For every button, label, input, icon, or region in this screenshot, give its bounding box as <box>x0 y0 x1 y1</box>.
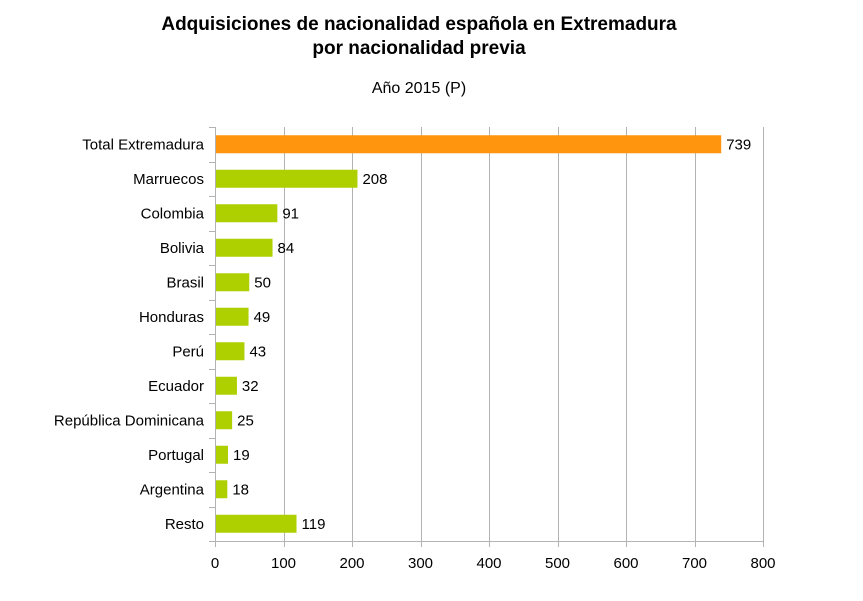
value-label: 119 <box>302 516 326 533</box>
value-label: 84 <box>278 240 295 257</box>
x-tick-label: 800 <box>750 555 775 572</box>
category-label: Resto <box>165 516 204 533</box>
category-label: Marruecos <box>133 171 204 188</box>
value-label: 25 <box>237 412 254 429</box>
value-label: 739 <box>726 136 751 153</box>
value-label: 208 <box>362 171 387 188</box>
x-tick-label: 0 <box>211 555 219 572</box>
category-label: Honduras <box>139 309 204 326</box>
x-tick-label: 100 <box>271 555 296 572</box>
value-label: 49 <box>254 309 271 326</box>
bar-11 <box>216 514 297 533</box>
category-label: Colombia <box>141 205 205 222</box>
category-label: República Dominicana <box>54 412 205 429</box>
category-label: Bolivia <box>160 240 205 257</box>
value-label: 18 <box>232 481 249 498</box>
labels: 0 100 200 300 400 500 600 700 800 Total Extremadu… <box>54 136 776 572</box>
value-label: 32 <box>242 378 259 395</box>
category-label: Perú <box>172 343 204 360</box>
bar-6 <box>216 342 245 361</box>
value-label: 19 <box>233 447 250 464</box>
category-label: Total Extremadura <box>82 136 204 153</box>
chart-subtitle: Año 2015 (P) <box>372 80 466 97</box>
x-tick-label: 200 <box>339 555 364 572</box>
x-tick-label: 300 <box>408 555 433 572</box>
x-tick-label: 400 <box>476 555 501 572</box>
grid-lines <box>209 127 764 547</box>
x-tick-label: 500 <box>545 555 570 572</box>
category-label: Argentina <box>140 481 205 498</box>
chart-title-line-1: Adquisiciones de nacionalidad española e… <box>161 14 677 35</box>
bar-4 <box>216 273 250 292</box>
chart-title-line-2: por nacionalidad previa <box>312 38 526 59</box>
x-tick-label: 700 <box>682 555 707 572</box>
x-tick-label: 600 <box>613 555 638 572</box>
bars <box>216 135 722 533</box>
bar-9 <box>216 445 229 464</box>
bar-0 <box>216 135 722 154</box>
value-label: 91 <box>282 205 299 222</box>
category-label: Portugal <box>148 447 204 464</box>
bar-1 <box>216 169 358 188</box>
bar-10 <box>216 480 228 499</box>
category-label: Ecuador <box>148 378 204 395</box>
value-label: 50 <box>254 274 271 291</box>
bar-7 <box>216 376 237 395</box>
bar-8 <box>216 411 233 430</box>
bar-3 <box>216 238 273 257</box>
bar-5 <box>216 307 249 326</box>
bar-2 <box>216 204 278 223</box>
category-label: Brasil <box>166 274 204 291</box>
value-label: 43 <box>249 343 266 360</box>
